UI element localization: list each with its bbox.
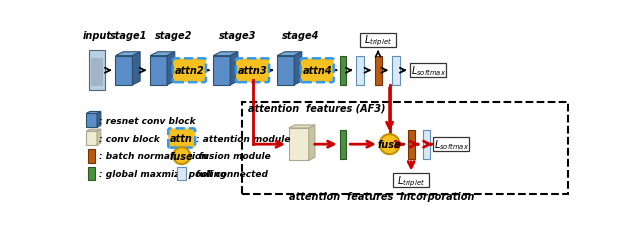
Polygon shape: [294, 52, 302, 86]
Text: : fusion module: : fusion module: [193, 152, 271, 160]
Text: : resnet conv block: : resnet conv block: [99, 116, 196, 125]
Polygon shape: [167, 52, 175, 86]
Polygon shape: [115, 52, 140, 56]
Bar: [374, 56, 381, 86]
Polygon shape: [97, 130, 101, 145]
FancyBboxPatch shape: [173, 59, 206, 83]
Polygon shape: [150, 52, 175, 56]
Text: attention  features (AF3): attention features (AF3): [248, 104, 385, 114]
Polygon shape: [289, 125, 315, 128]
Text: attn2: attn2: [175, 66, 204, 76]
Polygon shape: [115, 56, 132, 86]
Text: fuse: fuse: [378, 140, 401, 150]
Bar: [392, 56, 399, 86]
Polygon shape: [289, 128, 308, 161]
Text: $L_{softmax}$: $L_{softmax}$: [434, 138, 468, 151]
Text: $L_{triplet}$: $L_{triplet}$: [364, 34, 392, 48]
Text: : batch normalization: : batch normalization: [99, 152, 208, 160]
Polygon shape: [277, 52, 302, 56]
Text: attn4: attn4: [303, 66, 332, 76]
Circle shape: [380, 135, 399, 155]
Bar: [356, 56, 364, 86]
Text: stage2: stage2: [156, 31, 193, 41]
Text: : global maxmize pooling: : global maxmize pooling: [99, 169, 227, 178]
Bar: [91, 59, 103, 87]
Text: attention  features  incorporation: attention features incorporation: [289, 191, 475, 201]
Bar: [340, 56, 346, 86]
Text: $L_{triplet}$: $L_{triplet}$: [397, 173, 425, 188]
Text: attn3: attn3: [237, 66, 268, 76]
Polygon shape: [86, 112, 101, 114]
Text: stage3: stage3: [218, 31, 256, 41]
Text: fuse: fuse: [170, 151, 193, 161]
Bar: [433, 138, 469, 151]
Polygon shape: [86, 130, 101, 131]
Text: : conv block: : conv block: [99, 134, 160, 143]
Text: : full connected: : full connected: [189, 169, 268, 178]
Bar: [408, 130, 415, 159]
Text: $L_{softmax}$: $L_{softmax}$: [410, 64, 445, 78]
Bar: [394, 174, 429, 188]
Bar: [242, 102, 568, 194]
Text: : attention module: : attention module: [196, 134, 290, 143]
Bar: [360, 34, 396, 48]
Bar: [177, 167, 186, 180]
Text: stage4: stage4: [282, 31, 320, 41]
Polygon shape: [97, 112, 101, 128]
Bar: [410, 64, 446, 78]
Text: input: input: [83, 31, 111, 41]
Bar: [422, 130, 431, 159]
FancyBboxPatch shape: [301, 59, 334, 83]
Bar: [340, 130, 346, 159]
Polygon shape: [230, 52, 238, 86]
Polygon shape: [213, 52, 238, 56]
Polygon shape: [308, 125, 315, 161]
FancyBboxPatch shape: [168, 129, 195, 148]
Polygon shape: [86, 131, 97, 145]
Bar: [88, 167, 95, 180]
Polygon shape: [277, 56, 294, 86]
Bar: [88, 51, 106, 91]
Polygon shape: [213, 56, 230, 86]
Circle shape: [173, 148, 190, 165]
Text: stage1: stage1: [110, 31, 147, 41]
Bar: [88, 149, 95, 163]
Polygon shape: [86, 114, 97, 128]
Polygon shape: [132, 52, 140, 86]
FancyBboxPatch shape: [236, 59, 269, 83]
Polygon shape: [150, 56, 167, 86]
Text: attn: attn: [170, 133, 193, 143]
